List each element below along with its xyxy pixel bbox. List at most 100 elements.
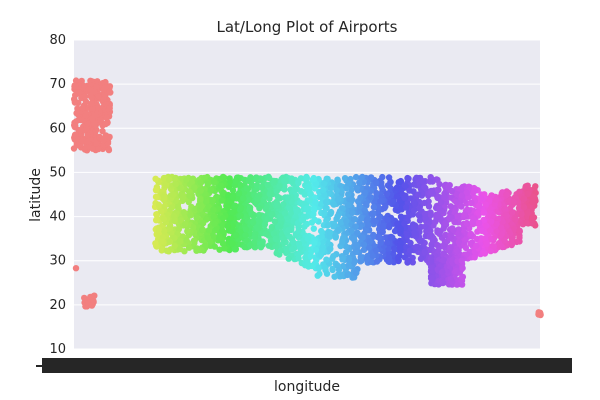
scatter-point	[183, 177, 190, 184]
scatter-point	[476, 202, 483, 210]
y-tick-label: 60	[49, 121, 66, 136]
scatter-point	[337, 219, 345, 226]
scatter-point	[313, 180, 320, 187]
scatter-point	[247, 174, 254, 181]
scatter-point	[493, 220, 500, 228]
scatter-point	[185, 244, 193, 251]
scatter-point	[316, 270, 323, 278]
scatter-point	[90, 88, 98, 96]
scatter-point	[326, 245, 334, 253]
scatter-point	[88, 115, 96, 122]
scatter-point	[381, 204, 388, 212]
scatter-point	[276, 182, 283, 190]
scatter-point	[187, 212, 194, 219]
scatter-point	[318, 227, 325, 235]
scatter-point	[529, 193, 537, 200]
scatter-point	[369, 252, 376, 260]
scatter-point	[193, 214, 200, 221]
scatter-point	[481, 235, 489, 242]
scatter-point	[193, 245, 200, 253]
scatter-point	[515, 204, 523, 212]
scatter-point	[326, 229, 334, 236]
scatter-point	[508, 240, 516, 248]
scatter-point	[501, 237, 508, 244]
scatter-point	[441, 193, 448, 201]
scatter-point	[153, 211, 160, 218]
scatter-point	[204, 234, 212, 241]
scatter-point	[219, 227, 226, 235]
scatter-point	[276, 213, 284, 220]
scatter-point	[152, 186, 160, 194]
scatter-point	[348, 227, 355, 234]
scatter-point	[421, 248, 428, 255]
scatter-point	[324, 222, 331, 229]
scatter-point	[373, 258, 381, 265]
scatter-point	[387, 178, 394, 186]
scatter-point	[168, 204, 176, 211]
scatter-point	[445, 183, 452, 190]
scatter-point	[394, 220, 401, 228]
scatter-point	[428, 258, 435, 265]
scatter-point	[447, 276, 454, 283]
y-tick-label: 70	[49, 77, 66, 92]
scatter-point	[486, 226, 494, 234]
scatter-point	[171, 242, 178, 250]
scatter-point	[275, 223, 282, 231]
scatter-point	[356, 203, 363, 210]
scatter-point	[436, 181, 443, 188]
scatter-point	[80, 82, 87, 90]
scatter-point	[304, 235, 311, 242]
scatter-point	[343, 185, 350, 192]
scatter-point	[180, 209, 188, 216]
scatter-point	[291, 186, 298, 194]
scatter-point	[410, 224, 417, 231]
scatter-point	[419, 178, 426, 185]
scatter-point	[468, 199, 475, 206]
scatter-point	[266, 190, 274, 198]
scatter-point	[334, 176, 341, 183]
y-tick-label: 20	[49, 298, 66, 313]
scatter-point	[367, 174, 375, 181]
scatter-point	[378, 182, 385, 189]
scatter-point	[395, 254, 402, 261]
scatter-point	[437, 199, 445, 206]
scatter-point	[258, 184, 266, 191]
scatter-point	[415, 191, 422, 198]
scatter-point	[210, 206, 217, 213]
scatter-point	[81, 127, 88, 134]
scatter-point	[255, 192, 262, 199]
scatter-point	[330, 223, 337, 230]
scatter-point	[411, 229, 418, 237]
scatter-point	[367, 194, 374, 201]
scatter-point	[97, 116, 105, 124]
scatter-point	[473, 242, 480, 249]
scatter-point	[86, 86, 93, 93]
scatter-point	[288, 178, 295, 185]
scatter-point	[158, 208, 165, 215]
scatter-point	[331, 273, 338, 280]
scatter-point	[370, 210, 377, 217]
scatter-point	[339, 256, 346, 263]
scatter-point	[248, 210, 255, 217]
scatter-point	[219, 173, 227, 181]
scatter-point	[421, 183, 428, 191]
scatter-point	[237, 212, 244, 219]
scatter-point	[493, 228, 501, 235]
scatter-point	[72, 83, 79, 90]
scatter-point	[323, 256, 330, 263]
scatter-point	[224, 204, 231, 211]
scatter-point	[243, 237, 250, 244]
scatter-point	[448, 187, 455, 195]
scatter-point	[105, 146, 113, 154]
y-tick-label: 50	[49, 165, 66, 180]
scatter-point	[226, 175, 233, 182]
scatter-point	[353, 184, 361, 192]
scatter-point	[377, 239, 384, 246]
scatter-point	[429, 189, 436, 196]
scatter-point	[442, 231, 449, 239]
chart-title: Lat/Long Plot of Airports	[217, 18, 398, 36]
scatter-point	[210, 179, 218, 186]
scatter-point	[232, 177, 239, 185]
scatter-point	[91, 120, 98, 127]
